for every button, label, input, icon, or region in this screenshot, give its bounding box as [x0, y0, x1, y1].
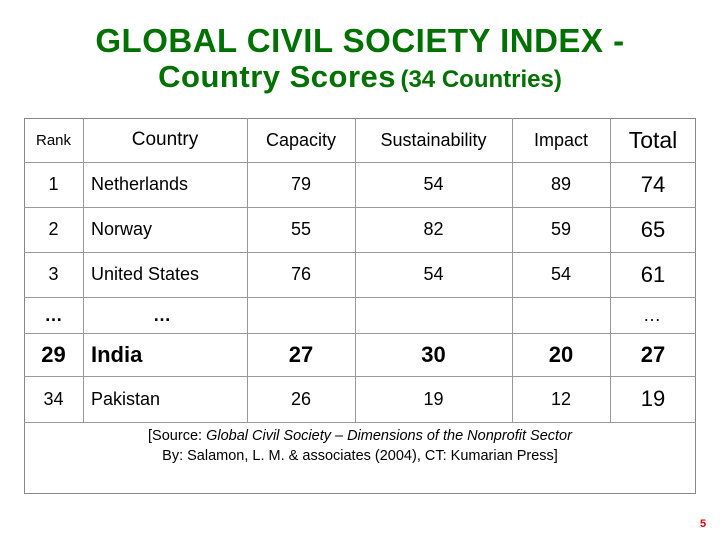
header-capacity: Capacity — [265, 129, 337, 150]
cell-total: 74 — [640, 171, 666, 197]
row-divider — [24, 162, 696, 163]
column-divider — [355, 118, 356, 422]
cell-capacity: 26 — [290, 388, 312, 409]
cell-impact: 54 — [550, 264, 572, 284]
source-title: Global Civil Society – Dimensions of the… — [206, 428, 572, 444]
slide-title: GLOBAL CIVIL SOCIETY INDEX - — [95, 22, 625, 59]
header-country: Country — [131, 129, 199, 150]
cell-country: Pakistan — [91, 388, 161, 409]
row-divider — [24, 376, 696, 377]
cell-total: 65 — [640, 216, 666, 242]
cell-impact: 89 — [550, 174, 572, 194]
header-total: Total — [628, 126, 678, 153]
cell-capacity — [247, 297, 355, 333]
cell-country: Netherlands — [91, 174, 189, 194]
subtitle-main: Country Scores — [158, 59, 397, 94]
row-divider — [24, 333, 696, 334]
cell-sustainability: 54 — [423, 264, 444, 284]
source-citation: [Source: Global Civil Society – Dimensio… — [24, 426, 696, 466]
row-divider — [24, 207, 696, 208]
cell-rank: 34 — [43, 388, 64, 409]
slide-subtitle: Country Scores (34 Countries) — [0, 58, 720, 102]
cell-impact: 59 — [550, 219, 572, 239]
cell-impact: 12 — [550, 388, 572, 409]
cell-rank: 29 — [41, 341, 66, 367]
cell-country: … — [153, 304, 171, 325]
cell-rank: … — [44, 304, 63, 325]
column-divider — [247, 118, 248, 422]
cell-impact — [512, 297, 610, 333]
subtitle-count: (34 Countries) — [400, 66, 562, 93]
cell-rank: 2 — [48, 219, 59, 239]
cell-country: United States — [91, 264, 200, 284]
table-frame — [24, 118, 696, 494]
header-sustainability: Sustainability — [380, 129, 487, 150]
cell-capacity: 79 — [290, 174, 312, 194]
cell-country: Norway — [91, 219, 153, 239]
header-impact: Impact — [533, 129, 589, 150]
cell-capacity: 55 — [290, 219, 312, 239]
cell-capacity: 27 — [288, 341, 314, 367]
cell-sustainability: 54 — [423, 174, 444, 194]
column-divider — [512, 118, 513, 422]
source-prefix: [Source: — [148, 428, 207, 444]
cell-impact: 20 — [548, 341, 574, 367]
row-divider — [24, 422, 696, 423]
cell-sustainability: 19 — [423, 388, 444, 409]
cell-total: 61 — [640, 261, 666, 287]
cell-total: 19 — [640, 386, 666, 411]
cell-sustainability: 82 — [423, 219, 444, 239]
column-divider — [610, 118, 611, 422]
header-rank: Rank — [35, 131, 72, 149]
cell-capacity: 76 — [290, 264, 312, 284]
cell-total: 27 — [640, 341, 666, 367]
cell-rank: 3 — [48, 264, 59, 284]
cell-country: India — [91, 341, 143, 367]
cell-total: … — [643, 304, 663, 325]
source-authors: By: Salamon, L. M. & associates (2004), … — [162, 448, 558, 464]
column-divider — [83, 118, 84, 422]
row-divider — [24, 252, 696, 253]
cell-rank: 1 — [48, 174, 59, 194]
cell-sustainability — [355, 297, 512, 333]
cell-sustainability: 30 — [421, 341, 446, 367]
row-divider — [24, 297, 696, 298]
page-number: 5 — [700, 518, 707, 530]
